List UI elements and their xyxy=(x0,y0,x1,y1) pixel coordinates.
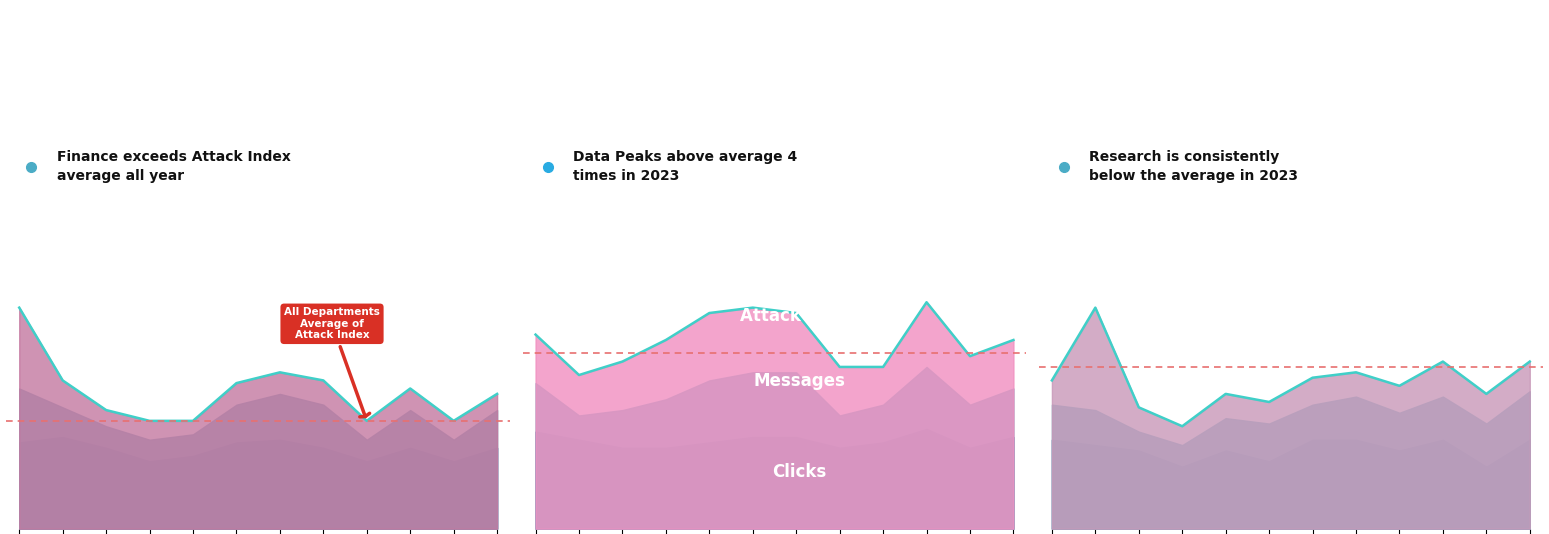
Text: Data Keywords: Data Keywords xyxy=(680,54,869,74)
Text: Attack Index: Attack Index xyxy=(740,308,860,325)
Text: All Departments
Average of
Attack Index: All Departments Average of Attack Index xyxy=(283,307,380,417)
Text: Research is consistently
below the average in 2023: Research is consistently below the avera… xyxy=(1089,150,1298,183)
Text: Finance exceeds Attack Index
average all year: Finance exceeds Attack Index average all… xyxy=(57,150,291,183)
Text: Research Keywords: Research Keywords xyxy=(1168,54,1414,74)
Text: Data Peaks above average 4
times in 2023: Data Peaks above average 4 times in 2023 xyxy=(573,150,798,183)
Text: Messages: Messages xyxy=(754,373,846,390)
Text: Finance Keywords: Finance Keywords xyxy=(144,54,372,74)
Text: Clicks: Clicks xyxy=(773,463,827,481)
